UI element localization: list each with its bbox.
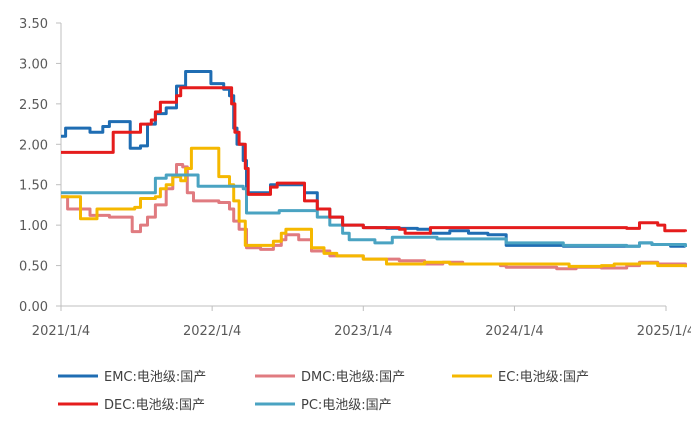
y-tick-label: 1.50 bbox=[19, 179, 48, 194]
y-tick-label: 2.50 bbox=[19, 98, 48, 113]
y-tick-label: 0.00 bbox=[19, 300, 48, 315]
series-line-dec bbox=[61, 86, 687, 235]
series-group bbox=[61, 70, 687, 271]
legend: EMC:电池级:国产 DMC:电池级:国产 EC:电池级:国产 DEC:电池级:国产 P… bbox=[58, 370, 589, 413]
legend-label-dmc: DMC:电池级:国产 bbox=[301, 370, 405, 385]
y-tick-label: 3.50 bbox=[19, 17, 48, 32]
y-tick-label: 0.50 bbox=[19, 260, 48, 275]
legend-label-pc: PC:电池级:国产 bbox=[301, 398, 392, 413]
y-tick-label: 3.00 bbox=[19, 57, 48, 72]
legend-label-ec: EC:电池级:国产 bbox=[498, 370, 589, 385]
legend-label-dec: DEC:电池级:国产 bbox=[104, 398, 205, 413]
legend-label-emc: EMC:电池级:国产 bbox=[104, 370, 206, 385]
axes: 0.00 0.50 1.00 1.50 2.00 2.50 3.00 3.50 2021/1/4… bbox=[19, 17, 691, 339]
y-tick-label: 1.00 bbox=[19, 219, 48, 234]
x-tick-label: 2022/1/4 bbox=[183, 324, 241, 339]
series-line-dmc bbox=[61, 163, 687, 271]
series-line-emc bbox=[61, 70, 686, 248]
x-tick-label: 2025/1/4 bbox=[637, 324, 691, 339]
x-tick-label: 2024/1/4 bbox=[485, 324, 543, 339]
y-tick-label: 2.00 bbox=[19, 138, 48, 153]
x-tick-label: 2023/1/4 bbox=[334, 324, 392, 339]
x-tick-label: 2021/1/4 bbox=[32, 324, 90, 339]
series-line-pc bbox=[61, 173, 687, 248]
series-line-ec bbox=[61, 146, 687, 268]
